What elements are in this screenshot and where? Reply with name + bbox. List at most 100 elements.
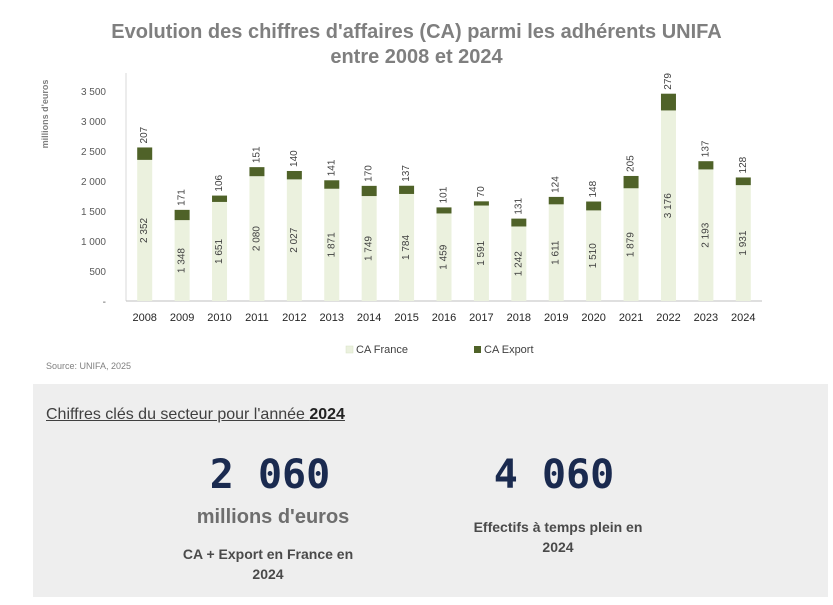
- bar-ca-france: [511, 226, 527, 301]
- data-label-ca-export: 151: [251, 146, 262, 163]
- x-tick-label: 2011: [245, 312, 269, 324]
- data-label-ca-export: 279: [663, 73, 674, 90]
- data-label-ca-france: 1 591: [476, 240, 487, 265]
- data-label-ca-france: 1 871: [326, 232, 337, 257]
- data-label-ca-france: 2 080: [251, 226, 262, 251]
- key-figure-revenue-caption-line2: 2024: [252, 566, 284, 582]
- y-tick-label: -: [103, 297, 106, 308]
- bar-ca-export: [137, 147, 153, 160]
- legend-label-ca-export: CA Export: [484, 344, 534, 356]
- key-figure-staff-caption-line2: 2024: [542, 539, 574, 555]
- bar-ca-export: [174, 209, 190, 221]
- bar-ca-france: [548, 204, 564, 301]
- bar-ca-france: [174, 220, 190, 301]
- bar-ca-export: [660, 93, 676, 111]
- bar-ca-france: [473, 205, 489, 301]
- bar-ca-export: [473, 201, 489, 206]
- x-tick-label: 2018: [507, 312, 531, 324]
- data-label-ca-export: 170: [364, 165, 375, 182]
- bar-ca-france: [586, 210, 602, 301]
- bar-ca-france: [286, 179, 302, 301]
- bar-ca-france: [698, 169, 714, 301]
- key-figures-panel: [33, 384, 828, 597]
- bar-ca-export: [286, 170, 302, 180]
- data-label-ca-export: 131: [513, 197, 524, 214]
- bar-ca-export: [735, 177, 751, 186]
- data-label-ca-export: 207: [139, 126, 150, 143]
- bar-ca-export: [324, 180, 340, 189]
- x-tick-label: 2019: [544, 312, 568, 324]
- y-tick-label: 1 000: [81, 237, 106, 248]
- bar-ca-export: [548, 196, 564, 205]
- key-figure-revenue-caption: CA + Export en France en 2024: [148, 544, 388, 584]
- chart-title: Evolution des chiffres d'affaires (CA) p…: [111, 21, 722, 43]
- key-figure-revenue-value: 2 060: [209, 452, 331, 498]
- x-tick-label: 2022: [656, 312, 680, 324]
- key-figure-revenue-caption-line1: CA + Export en France en: [182, 546, 354, 562]
- bar-ca-export: [511, 218, 527, 227]
- key-figure-staff-caption: Effectifs à temps plein en 2024: [438, 517, 678, 557]
- bar-ca-export: [361, 185, 377, 197]
- x-tick-label: 2024: [731, 312, 755, 324]
- x-tick-label: 2023: [694, 312, 718, 324]
- data-label-ca-export: 106: [214, 174, 225, 191]
- chart-title-block: Evolution des chiffres d'affaires (CA) p…: [0, 20, 833, 70]
- data-label-ca-france: 1 510: [588, 243, 599, 268]
- data-label-ca-france: 1 348: [177, 248, 188, 273]
- data-label-ca-france: 3 176: [663, 193, 674, 218]
- data-label-ca-france: 1 651: [214, 239, 225, 264]
- x-tick-label: 2014: [357, 312, 381, 324]
- data-label-ca-france: 1 459: [439, 244, 450, 269]
- data-label-ca-france: 2 352: [139, 217, 150, 242]
- x-tick-label: 2010: [207, 312, 231, 324]
- chart-subtitle: entre 2008 et 2024: [330, 46, 503, 68]
- data-label-ca-export: 141: [326, 159, 337, 176]
- data-label-ca-france: 1 242: [513, 251, 524, 276]
- bar-ca-france: [735, 185, 751, 301]
- data-label-ca-export: 101: [439, 186, 450, 203]
- x-tick-label: 2016: [432, 312, 456, 324]
- data-label-ca-export: 70: [476, 186, 487, 198]
- bar-ca-france: [399, 193, 415, 301]
- legend-swatch-ca-export: [474, 346, 481, 353]
- data-label-ca-france: 1 879: [626, 232, 637, 257]
- x-tick-label: 2021: [619, 312, 643, 324]
- key-figure-revenue-unit: millions d'euros: [196, 506, 350, 528]
- key-figure-staff-caption-line1: Effectifs à temps plein en: [473, 519, 643, 535]
- data-label-ca-france: 2 027: [289, 227, 300, 252]
- x-tick-label: 2015: [394, 312, 418, 324]
- data-label-ca-france: 1 931: [738, 230, 749, 255]
- key-figures-heading-text: Chiffres clés du secteur pour l'année: [46, 406, 310, 423]
- y-tick-label: 3 000: [81, 117, 106, 128]
- data-label-ca-export: 148: [588, 180, 599, 197]
- bar-ca-france: [623, 188, 639, 301]
- legend-swatch-ca-france: [345, 345, 354, 354]
- key-figure-staff-value: 4 060: [493, 452, 615, 498]
- data-label-ca-export: 140: [289, 150, 300, 167]
- data-label-ca-export: 124: [551, 176, 562, 193]
- y-tick-label: 3 500: [81, 87, 106, 98]
- bar-ca-france: [436, 213, 452, 301]
- x-tick-label: 2020: [581, 312, 605, 324]
- x-tick-label: 2012: [282, 312, 306, 324]
- data-label-ca-france: 1 611: [551, 240, 562, 265]
- data-label-ca-france: 2 193: [700, 222, 711, 247]
- data-label-ca-export: 205: [626, 155, 637, 172]
- data-label-ca-france: 1 784: [401, 235, 412, 260]
- stacked-bar-chart: - 500 1 000 1 500 2 000 2 500 3 000 3 500 millio…: [40, 73, 762, 356]
- bar-ca-export: [698, 161, 714, 170]
- x-tick-label: 2009: [170, 312, 194, 324]
- y-tick-label: 2 500: [81, 147, 106, 158]
- bar-ca-france: [361, 196, 377, 301]
- data-label-ca-export: 171: [177, 189, 188, 206]
- x-tick-label: 2008: [132, 312, 156, 324]
- y-tick-label: 2 000: [81, 177, 106, 188]
- y-tick-label: 1 500: [81, 207, 106, 218]
- data-label-ca-export: 137: [700, 140, 711, 157]
- legend-label-ca-france: CA France: [356, 344, 408, 356]
- bar-ca-export: [212, 195, 228, 202]
- bar-ca-export: [399, 185, 415, 194]
- bar-ca-france: [660, 110, 676, 301]
- data-label-ca-france: 1 749: [364, 236, 375, 261]
- x-tick-label: 2017: [469, 312, 493, 324]
